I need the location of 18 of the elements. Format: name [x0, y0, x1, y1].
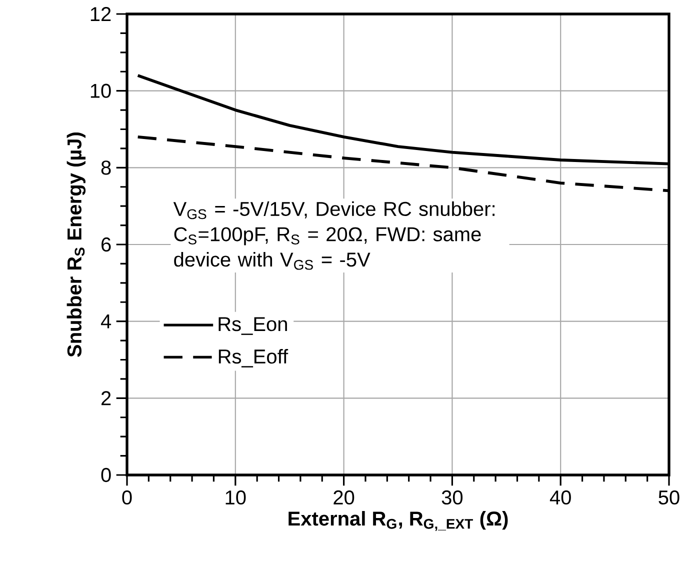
x-axis-title: External R$_{G}$, R$_{G,_EXT}$ (Ω) — [288, 511, 508, 531]
y-tick-label: 10 — [90, 84, 111, 98]
x-tick-label: 40 — [550, 490, 571, 505]
x-tick-label: 10 — [226, 490, 246, 505]
y-tick-label: 2 — [102, 391, 111, 406]
text: V$_{GS}$ = -5V/15V, Device RC snubber: C$_{S}$=100pF, R$_{S}$ = 20Ω, FWD: same device with V$_{GS}$ = -5V — [173, 201, 494, 270]
legend-label: Rs_Eon — [218, 317, 287, 335]
x-tick-label: 0 — [122, 490, 132, 505]
y-axis-title: Snubber R$_{S}$ Energy (µJ) — [66, 132, 86, 357]
y-tick-label: 6 — [102, 237, 111, 252]
y-tick-label: 8 — [101, 160, 111, 175]
y-tick-label: 4 — [100, 314, 112, 328]
x-tick-label: 30 — [442, 490, 463, 505]
x-tick-label: 20 — [334, 490, 354, 505]
y-tick-label: 0 — [101, 468, 111, 482]
legend-label: Rs_Eoff — [218, 348, 288, 368]
x-tick-label: 50 — [658, 490, 680, 505]
y-tick-label: 12 — [90, 7, 111, 21]
